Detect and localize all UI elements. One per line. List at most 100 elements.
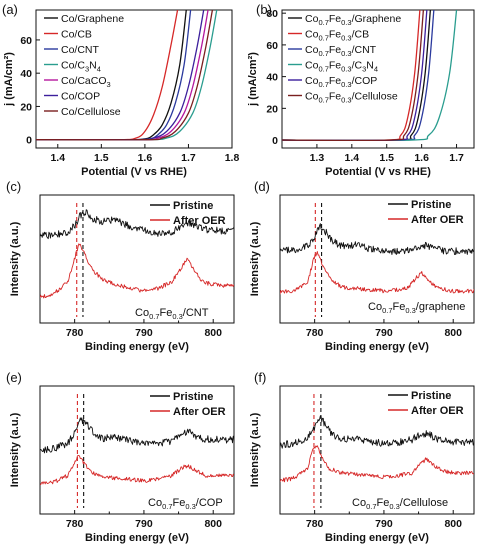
legend-entry: Co/CaCO3​ <box>61 75 111 89</box>
x-tick-label: 1.5 <box>379 152 394 164</box>
panel-letter: (a) <box>2 2 18 17</box>
legend: Co/Graphene Co/CB Co/CNT Co/C3​N4​Co/CaCO3​… <box>44 13 124 118</box>
x-tick-label: 1.3 <box>310 152 325 164</box>
legend-entry: After OER <box>411 214 464 226</box>
panel-letter: (e) <box>6 370 22 385</box>
x-tick-label: 780 <box>306 518 324 530</box>
legend-entry: Co0.7​Fe0.3​/Graphene <box>305 13 401 27</box>
legend-entry: Co/Graphene <box>61 13 124 25</box>
x-axis-title: Potential (V vs RHE) <box>81 166 187 178</box>
panel-b: (b) 1.3 1.4 1.5 1.6 1.7 0 20 40 60 80 Potential (V … <box>247 2 475 178</box>
legend-entry: Co/CB <box>61 29 92 41</box>
series-line-co0-7fe0-3-cellulose <box>282 10 425 142</box>
sample-label: Co0.7​Fe0.3​/CNT <box>135 307 209 321</box>
x-tick-label: 790 <box>135 518 153 530</box>
plot-area <box>36 10 218 141</box>
x-tick-label: 1.7 <box>181 152 196 164</box>
y-tick-label: 80 <box>266 8 278 20</box>
legend-entry: After OER <box>173 406 226 418</box>
x-tick-label: 790 <box>375 327 393 339</box>
panel-letter: (f) <box>254 370 266 385</box>
x-tick-label: 800 <box>204 327 222 339</box>
panel-d: (d) 780 790 800 Binding energy (eV) Intensity… <box>249 179 475 353</box>
plot-frame <box>39 194 235 324</box>
plot-area <box>40 394 234 508</box>
plot-area <box>280 394 474 508</box>
legend: Pristine After OER <box>150 391 226 418</box>
panel-c: (c) 780 790 800 Binding energy (eV) Intensity… <box>6 179 235 353</box>
sample-label: Co0.7​Fe0.3​/Cellulose <box>352 497 448 511</box>
y-tick-label: 0 <box>272 135 278 147</box>
plot-frame <box>35 9 233 149</box>
legend-entry: Co/Cellulose <box>61 106 121 118</box>
series-line-co-graphene <box>36 10 187 141</box>
y-tick-label: 60 <box>266 40 278 52</box>
sample-label: Co0.7​Fe0.3​/graphene <box>368 301 465 315</box>
legend: Pristine After OER <box>388 390 464 417</box>
x-tick-label: 790 <box>375 518 393 530</box>
plot-frame <box>281 9 475 149</box>
series-line-co-cb <box>36 10 179 141</box>
y-tick-label: 40 <box>266 72 278 84</box>
x-axis-title: Binding energy (eV) <box>85 341 189 353</box>
series-line-co-cnt <box>36 10 192 141</box>
x-tick-label: 800 <box>444 518 462 530</box>
x-axis-title: Binding energy (eV) <box>325 532 429 544</box>
x-tick-label: 1.6 <box>414 152 429 164</box>
series-line-pristine <box>40 209 234 240</box>
plot-area <box>282 10 458 142</box>
legend-entry: Co0.7​Fe0.3​/CNT <box>305 44 377 58</box>
plot-frame <box>279 194 475 324</box>
legend-entry: Co0.7​Fe0.3​/C3​N4​ <box>305 60 378 74</box>
series-line-after-oer <box>40 454 234 485</box>
x-tick-label: 780 <box>306 327 324 339</box>
sample-label: Co0.7​Fe0.3​/COP <box>148 497 223 511</box>
x-tick-label: 1.4 <box>345 152 360 164</box>
legend-entry: Co0.7​Fe0.3​/COP <box>305 75 377 89</box>
x-tick-label: 780 <box>66 327 84 339</box>
y-axis-title: j (mA/cm²) <box>247 52 259 107</box>
legend-entry: Co/COP <box>61 91 100 103</box>
legend-entry: Pristine <box>173 200 213 212</box>
x-axis-title: Potential (V vs RHE) <box>325 166 431 178</box>
y-tick-label: 20 <box>266 103 278 115</box>
series-line-pristine <box>280 223 474 256</box>
y-axis-title: j (mA/cm²) <box>3 52 15 107</box>
legend-entry: After OER <box>173 215 226 227</box>
y-tick-label: 40 <box>20 68 32 80</box>
x-tick-label: 800 <box>204 518 222 530</box>
series-line-after-oer <box>280 445 474 483</box>
plot-frame <box>279 385 475 515</box>
x-axis-title: Binding energy (eV) <box>85 532 189 544</box>
panel-a: (a) 1.4 1.5 1.6 1.7 1.8 0 20 40 60 Potential (V vs… <box>2 2 239 178</box>
y-tick-label: 0 <box>26 135 32 147</box>
series-line-pristine <box>40 417 234 454</box>
legend-entry: Co0.7​Fe0.3​/Cellulose <box>305 91 398 105</box>
legend-entry: Co0.7​Fe0.3​/CB <box>305 29 369 43</box>
y-axis-title: Intensity (a.u.) <box>249 412 261 487</box>
x-tick-label: 1.6 <box>138 152 153 164</box>
x-tick-label: 1.8 <box>225 152 240 164</box>
y-axis-title: Intensity (a.u.) <box>249 221 261 296</box>
legend: Pristine After OER <box>388 199 464 226</box>
y-tick-label: 60 <box>20 35 32 47</box>
panel-letter: (d) <box>254 179 270 194</box>
x-tick-label: 800 <box>444 327 462 339</box>
legend-entry: Pristine <box>173 391 213 403</box>
legend-entry: Pristine <box>411 199 451 211</box>
series-line-after-oer <box>280 251 474 295</box>
legend: Co0.7​Fe0.3​/GrapheneCo0.7​Fe0.3​/CBCo0.… <box>288 13 401 105</box>
series-line-pristine <box>280 415 474 449</box>
x-tick-label: 790 <box>135 327 153 339</box>
y-axis-title: Intensity (a.u.) <box>9 221 21 296</box>
legend-entry: Co/C3​N4​ <box>61 60 101 74</box>
panel-letter: (c) <box>6 179 21 194</box>
x-tick-label: 1.5 <box>94 152 109 164</box>
y-axis-title: Intensity (a.u.) <box>9 412 21 487</box>
legend-entry: Co/CNT <box>61 44 100 56</box>
plot-area <box>40 203 234 317</box>
x-axis-title: Binding energy (eV) <box>325 341 429 353</box>
x-tick-label: 780 <box>66 518 84 530</box>
plot-area <box>280 203 474 317</box>
